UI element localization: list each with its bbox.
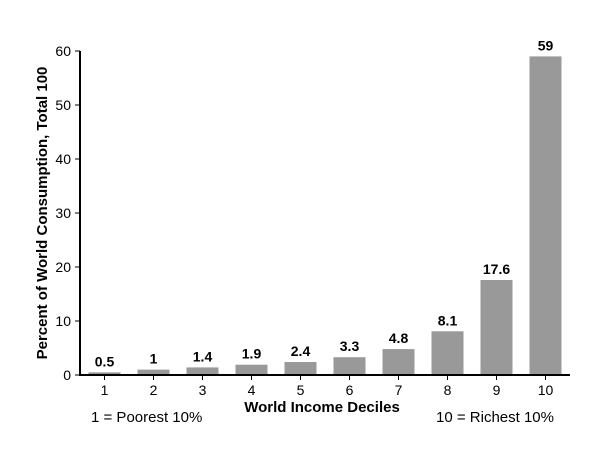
- value-label-decile-2: 1: [150, 351, 158, 367]
- bar-decile-1: [88, 372, 121, 375]
- y-ticks-layer: 0 10 20 30 40 50 60: [55, 43, 80, 383]
- bar-decile-5: [284, 362, 317, 375]
- x-tick-label: 9: [493, 382, 501, 398]
- bar-decile-7: [382, 349, 415, 375]
- value-label-decile-5: 2.4: [291, 343, 311, 359]
- y-tick-label: 0: [63, 367, 71, 383]
- bar-decile-9: [480, 280, 513, 375]
- y-axis-label: Percent of World Consumption, Total 100: [34, 67, 51, 360]
- y-tick-label: 20: [55, 259, 71, 275]
- x-tick-label: 8: [444, 382, 452, 398]
- bar-decile-8: [431, 331, 464, 375]
- x-ticks-layer: 1 2 3 4 5 6 7 8 9 10: [101, 375, 554, 398]
- x-tick-label: 6: [346, 382, 354, 398]
- value-labels-layer: 0.5 1 1.4 1.9 2.4 3.3 4.8 8.1 17.6 59: [95, 37, 554, 369]
- bars-layer: [88, 56, 562, 376]
- x-tick-label: 7: [395, 382, 403, 398]
- x-tick-label: 5: [297, 382, 305, 398]
- value-label-decile-10: 59: [538, 37, 554, 53]
- value-label-decile-3: 1.4: [193, 348, 213, 364]
- richest-note: 10 = Richest 10%: [436, 409, 554, 426]
- value-label-decile-4: 1.9: [242, 346, 262, 362]
- poorest-note: 1 = Poorest 10%: [91, 409, 202, 426]
- y-tick-label: 40: [55, 151, 71, 167]
- value-label-decile-9: 17.6: [483, 261, 510, 277]
- bar-decile-6: [333, 357, 366, 375]
- x-tick-label: 3: [199, 382, 207, 398]
- y-tick-label: 60: [55, 43, 71, 59]
- y-tick-label: 50: [55, 97, 71, 113]
- value-label-decile-1: 0.5: [95, 353, 115, 369]
- value-label-decile-8: 8.1: [438, 312, 458, 328]
- y-tick-label: 30: [55, 205, 71, 221]
- value-label-decile-6: 3.3: [340, 338, 360, 354]
- x-axis-label: World Income Deciles: [244, 399, 400, 416]
- y-tick-label: 10: [55, 313, 71, 329]
- bar-decile-4: [235, 364, 268, 375]
- value-label-decile-7: 4.8: [389, 330, 409, 346]
- bar-decile-2: [137, 369, 170, 375]
- x-tick-label: 10: [538, 382, 554, 398]
- bar-decile-10: [529, 56, 562, 376]
- x-tick-label: 2: [150, 382, 158, 398]
- bar-decile-3: [186, 367, 219, 375]
- x-tick-label: 4: [248, 382, 256, 398]
- x-tick-label: 1: [101, 382, 109, 398]
